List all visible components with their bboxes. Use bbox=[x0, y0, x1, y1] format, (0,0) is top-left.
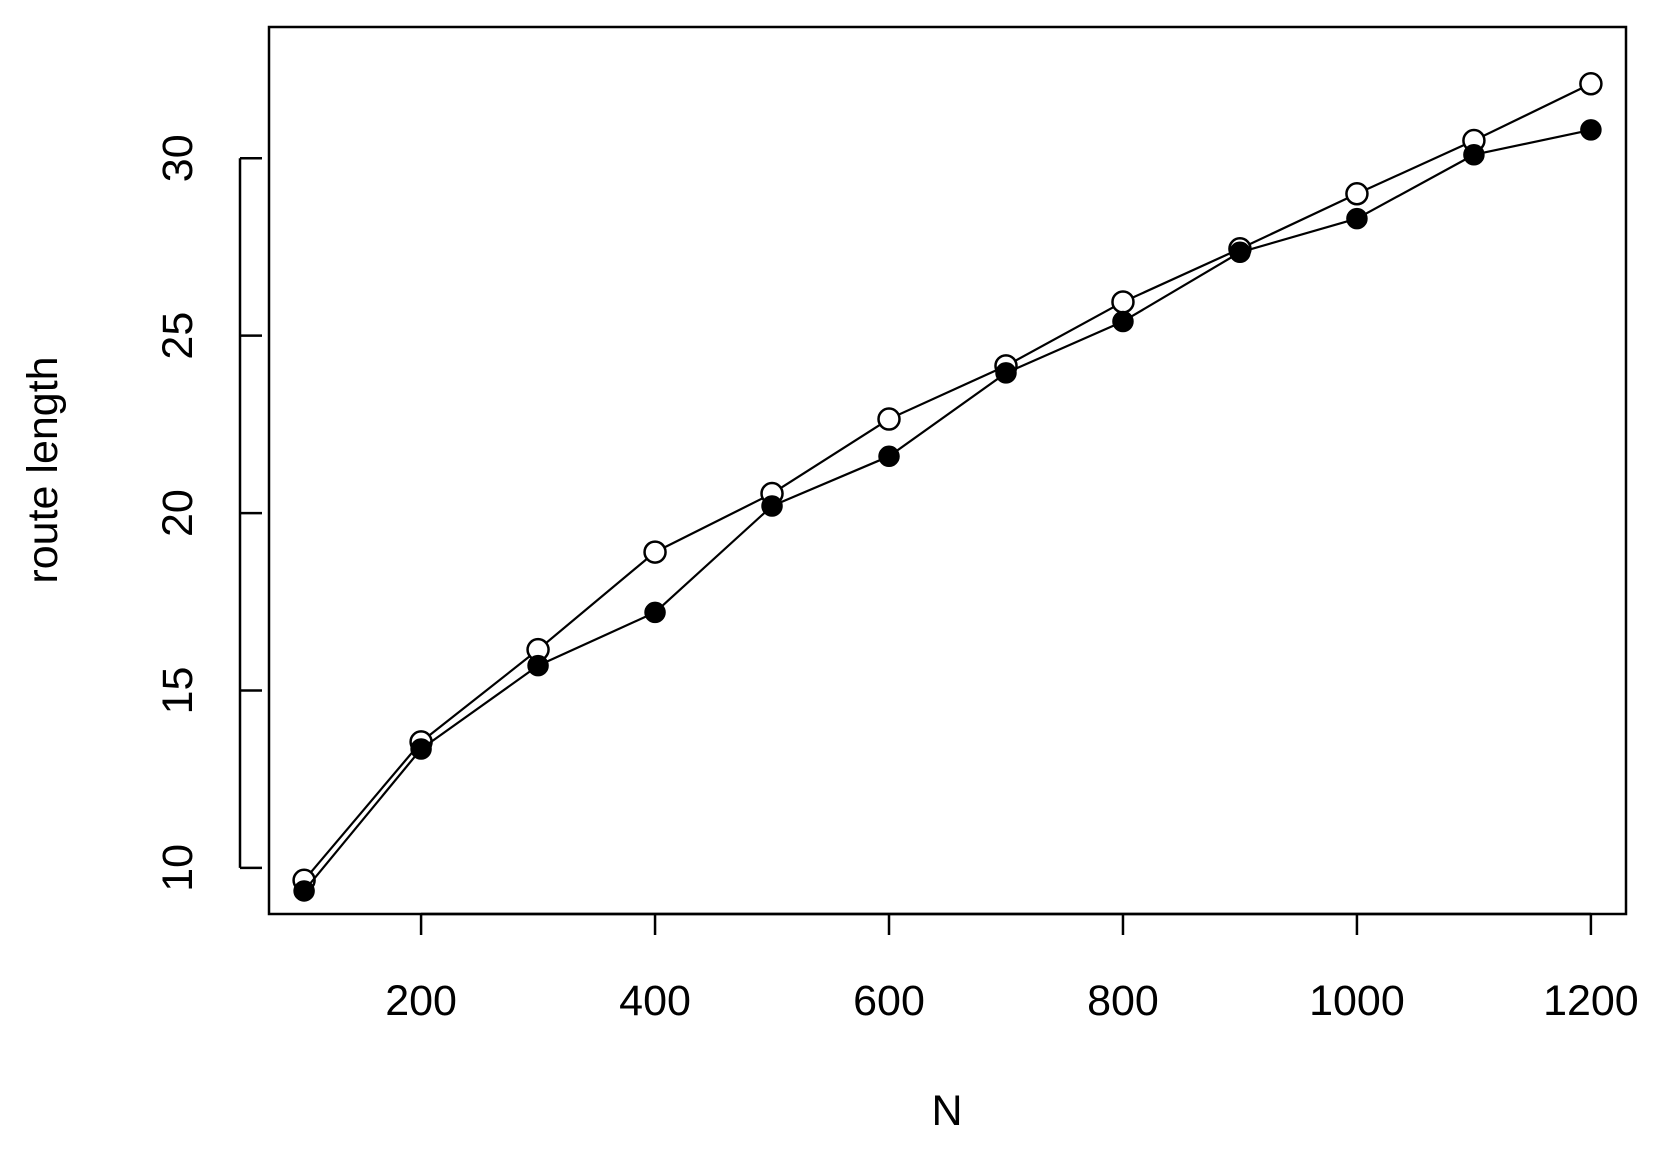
y-axis-title: route length bbox=[19, 356, 67, 583]
series-2-segment bbox=[537, 611, 656, 667]
series-1-point bbox=[877, 407, 901, 431]
series-2-point bbox=[878, 445, 900, 468]
series-1-segment bbox=[537, 551, 656, 651]
x-tick-label: 1200 bbox=[1543, 977, 1639, 1025]
series-1-segment bbox=[1122, 247, 1241, 303]
series-2-segment bbox=[1473, 128, 1592, 156]
x-tick-label: 400 bbox=[619, 977, 691, 1025]
series-1-point bbox=[643, 540, 667, 564]
series-2-segment bbox=[888, 372, 1007, 458]
series-2-segment bbox=[771, 455, 890, 507]
series-1-segment bbox=[1005, 301, 1124, 367]
series-2-segment bbox=[420, 664, 539, 750]
series-2-point bbox=[644, 601, 666, 624]
plot-frame bbox=[267, 25, 1628, 916]
series-2-point bbox=[410, 738, 432, 760]
series-1-segment bbox=[1356, 139, 1475, 195]
y-tick-label: 25 bbox=[154, 312, 202, 360]
series-1-segment bbox=[303, 741, 422, 882]
x-tick-label: 600 bbox=[853, 977, 925, 1025]
series-2 bbox=[293, 119, 1602, 902]
x-tick-label: 800 bbox=[1087, 977, 1159, 1025]
series-2-point bbox=[1346, 207, 1368, 230]
series-2-point bbox=[293, 880, 315, 902]
series-2-segment bbox=[303, 748, 422, 892]
series-2-point bbox=[1463, 143, 1485, 166]
series-2-point bbox=[995, 362, 1017, 384]
y-tick-label: 20 bbox=[154, 489, 202, 537]
x-tick-label: 1000 bbox=[1309, 977, 1405, 1025]
series-2-segment bbox=[654, 505, 773, 614]
series-2-point bbox=[1580, 119, 1602, 141]
series-1 bbox=[292, 72, 1603, 893]
x-axis-title: N bbox=[931, 1087, 962, 1135]
y-tick-label: 30 bbox=[154, 134, 202, 182]
series-1-point bbox=[1579, 72, 1603, 96]
series-1-segment bbox=[888, 364, 1007, 421]
series-1-point bbox=[1111, 290, 1135, 314]
x-tick-label: 200 bbox=[385, 977, 457, 1025]
series-2-segment bbox=[1239, 217, 1358, 254]
series-2-segment bbox=[1356, 153, 1475, 220]
series-1-segment bbox=[654, 492, 773, 554]
x-axis: 200 400 600 800 1000 1200 bbox=[385, 912, 1639, 1025]
series-1-segment bbox=[1239, 192, 1358, 250]
y-axis: 10 15 20 25 30 bbox=[154, 134, 262, 892]
series-2-point bbox=[761, 495, 783, 517]
series-2-segment bbox=[1122, 251, 1241, 323]
series-2-segment bbox=[1005, 320, 1124, 374]
series-1-point bbox=[1345, 182, 1369, 206]
series-2-point bbox=[1229, 241, 1251, 264]
series-layer bbox=[292, 72, 1603, 902]
series-1-segment bbox=[771, 418, 890, 495]
series-1-segment bbox=[1473, 82, 1592, 142]
y-tick-label: 10 bbox=[154, 844, 202, 892]
series-1-segment bbox=[420, 648, 539, 743]
series-2-point bbox=[527, 654, 549, 677]
y-tick-label: 15 bbox=[154, 667, 202, 715]
series-2-point bbox=[1112, 310, 1134, 333]
